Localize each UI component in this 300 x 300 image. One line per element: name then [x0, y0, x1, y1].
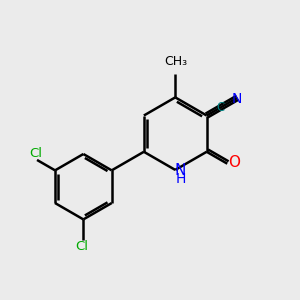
- Text: N: N: [175, 163, 186, 178]
- Text: Cl: Cl: [75, 240, 88, 253]
- Text: C: C: [216, 101, 224, 114]
- Text: Cl: Cl: [29, 147, 42, 160]
- Text: N: N: [231, 92, 242, 106]
- Text: O: O: [228, 155, 240, 170]
- Text: H: H: [176, 172, 186, 186]
- Text: CH₃: CH₃: [164, 55, 188, 68]
